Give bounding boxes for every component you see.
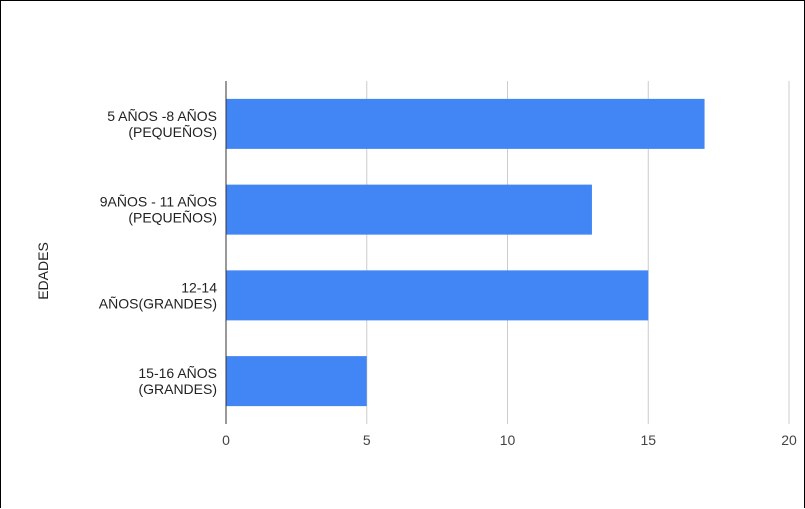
category-label: 15-16 AÑOS (138, 365, 217, 381)
category-label: (GRANDES) (138, 381, 217, 397)
bar (226, 270, 649, 321)
category-label: 12-14 (181, 279, 217, 295)
bar (226, 98, 705, 149)
labels: 0 5 10 15 205 AÑOS -8 AÑOS(PEQUEÑOS)9AÑOS - … (35, 108, 797, 448)
category-label: 5 AÑOS -8 AÑOS (107, 108, 217, 124)
bars (226, 98, 705, 407)
category-label: (PEQUEÑOS) (128, 210, 217, 226)
category-label: (PEQUEÑOS) (128, 124, 217, 140)
category-label: AÑOS(GRANDES) (99, 295, 217, 311)
x-tick-label: 0 (222, 432, 230, 448)
x-tick-label: 20 (781, 432, 797, 448)
bar (226, 356, 367, 407)
category-label: 9AÑOS - 11 AÑOS (100, 194, 217, 210)
x-tick-label: 15 (640, 432, 656, 448)
bar (226, 184, 592, 235)
x-tick-label: 10 (500, 432, 516, 448)
y-axis-title: EDADES (35, 242, 51, 300)
x-tick-label: 5 (363, 432, 371, 448)
